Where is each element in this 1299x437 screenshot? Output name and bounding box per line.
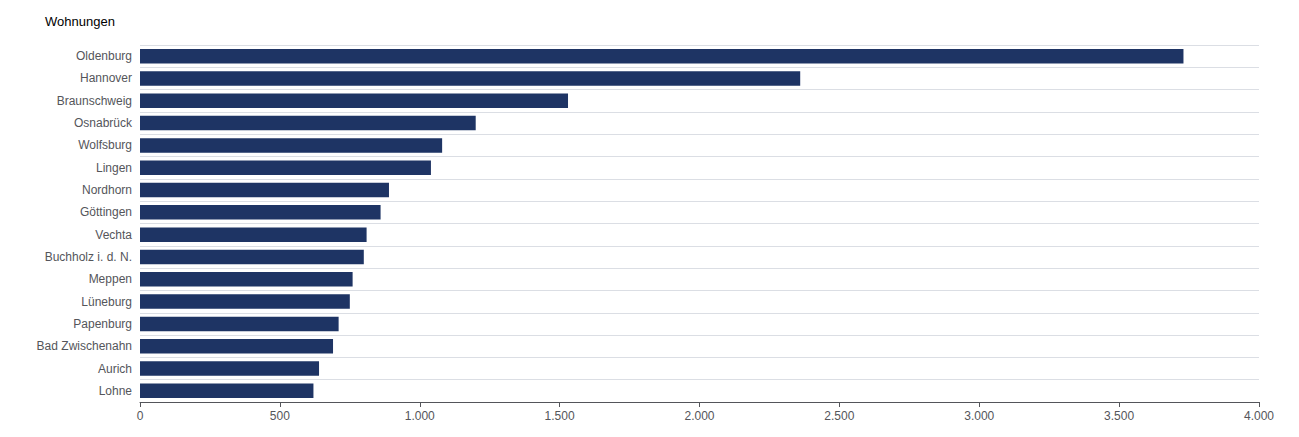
svg-text:Hannover: Hannover <box>80 71 132 85</box>
svg-text:Osnabrück: Osnabrück <box>74 116 133 130</box>
svg-text:3.000: 3.000 <box>964 409 994 423</box>
svg-text:Meppen: Meppen <box>89 272 132 286</box>
svg-text:Wohnungen: Wohnungen <box>45 14 115 29</box>
svg-text:0: 0 <box>137 409 144 423</box>
svg-text:500: 500 <box>270 409 290 423</box>
svg-text:1.000: 1.000 <box>405 409 435 423</box>
svg-text:Vechta: Vechta <box>95 228 132 242</box>
svg-text:Aurich: Aurich <box>98 362 132 376</box>
svg-text:2.000: 2.000 <box>684 409 714 423</box>
svg-text:Nordhorn: Nordhorn <box>82 183 132 197</box>
svg-text:2.500: 2.500 <box>824 409 854 423</box>
svg-text:4.000: 4.000 <box>1244 409 1274 423</box>
svg-text:Buchholz i. d. N.: Buchholz i. d. N. <box>45 250 132 264</box>
svg-text:Göttingen: Göttingen <box>80 205 132 219</box>
svg-text:Lohne: Lohne <box>99 384 133 398</box>
svg-text:Wolfsburg: Wolfsburg <box>78 138 132 152</box>
svg-text:3.500: 3.500 <box>1104 409 1134 423</box>
svg-text:Oldenburg: Oldenburg <box>76 49 132 63</box>
svg-text:Bad Zwischenahn: Bad Zwischenahn <box>37 339 132 353</box>
svg-text:Lingen: Lingen <box>96 161 132 175</box>
svg-text:1.500: 1.500 <box>545 409 575 423</box>
svg-text:Braunschweig: Braunschweig <box>57 94 132 108</box>
svg-text:Papenburg: Papenburg <box>73 317 132 331</box>
svg-text:Lüneburg: Lüneburg <box>81 295 132 309</box>
